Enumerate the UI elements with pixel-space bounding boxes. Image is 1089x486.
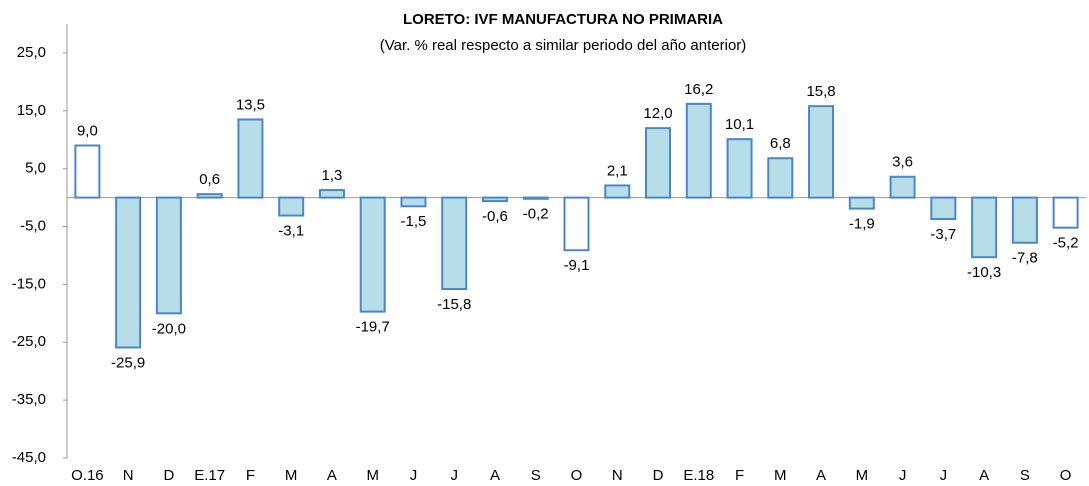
x-tick-label: D — [653, 467, 664, 484]
x-tick-label: O — [1060, 467, 1072, 484]
y-tick-label: -5,0 — [20, 218, 46, 235]
data-label: 15,8 — [806, 83, 835, 100]
data-label: 0,6 — [199, 171, 220, 188]
x-tick-label: M — [774, 467, 787, 484]
x-tick-label: J — [940, 467, 948, 484]
data-label: -1,9 — [849, 216, 875, 233]
bar — [359, 196, 386, 313]
data-label: -9,1 — [564, 257, 590, 274]
data-label: 1,3 — [322, 167, 343, 184]
bar — [604, 184, 631, 199]
y-tick-label: 25,0 — [17, 44, 46, 61]
x-tick-label: N — [123, 467, 134, 484]
bar — [115, 196, 142, 349]
x-tick-label: S — [531, 467, 541, 484]
data-label: 12,0 — [643, 105, 672, 122]
bar — [971, 196, 998, 259]
bar — [808, 105, 835, 199]
y-tick-label: -15,0 — [12, 275, 46, 292]
data-label: -3,1 — [278, 223, 304, 240]
y-tick-label: -35,0 — [12, 391, 46, 408]
data-label: 10,1 — [725, 116, 754, 133]
bar — [400, 196, 427, 208]
data-label: -3,7 — [930, 226, 956, 243]
bar — [685, 102, 712, 199]
chart-subtitle: (Var. % real respecto a similar periodo … — [380, 37, 747, 54]
data-label: -20,0 — [152, 320, 186, 337]
bar — [726, 138, 753, 199]
y-tick-label: -25,0 — [12, 333, 46, 350]
x-tick-label: A — [979, 467, 989, 484]
chart-title: LORETO: IVF MANUFACTURA NO PRIMARIA — [403, 11, 723, 28]
y-tick-label: -45,0 — [12, 449, 46, 466]
x-tick-label: S — [1020, 467, 1030, 484]
data-label: -10,3 — [967, 264, 1001, 281]
bar — [563, 196, 590, 252]
x-tick-label: O — [571, 467, 583, 484]
data-label: -1,5 — [401, 213, 427, 230]
x-tick-label: E.18 — [683, 467, 714, 484]
data-label: -25,9 — [111, 354, 145, 371]
x-tick-label: J — [410, 467, 418, 484]
bar — [645, 127, 672, 199]
x-tick-label: M — [856, 467, 869, 484]
x-tick-label: A — [816, 467, 826, 484]
y-tick-label: 15,0 — [17, 102, 46, 119]
data-label: -0,2 — [523, 206, 549, 223]
x-tick-label: M — [285, 467, 298, 484]
x-tick-label: F — [735, 467, 744, 484]
data-label: 16,2 — [684, 81, 713, 98]
data-label: 13,5 — [236, 96, 265, 113]
x-tick-label: E.17 — [194, 467, 225, 484]
bar — [278, 196, 305, 217]
data-label: 9,0 — [77, 122, 98, 139]
data-label: 3,6 — [892, 154, 913, 171]
data-label: -0,6 — [482, 208, 508, 225]
x-tick-label: D — [163, 467, 174, 484]
x-tick-label: O.16 — [71, 467, 104, 484]
bar — [522, 196, 549, 200]
data-label: 2,1 — [607, 162, 628, 179]
x-tick-label: A — [490, 467, 500, 484]
bar — [441, 196, 468, 291]
data-label: -15,8 — [437, 296, 471, 313]
data-label: 6,8 — [770, 135, 791, 152]
x-tick-label: J — [899, 467, 907, 484]
bar — [930, 196, 957, 221]
y-tick-label: 5,0 — [25, 160, 46, 177]
bar — [767, 157, 794, 199]
x-tick-label: J — [450, 467, 458, 484]
bar — [848, 196, 875, 210]
bar — [196, 193, 223, 199]
x-tick-label: A — [327, 467, 337, 484]
x-tick-label: M — [366, 467, 379, 484]
x-tick-label: N — [612, 467, 623, 484]
bar — [1011, 196, 1038, 244]
data-label: -19,7 — [356, 319, 390, 336]
bar — [318, 189, 345, 199]
data-label: -5,2 — [1053, 235, 1079, 252]
bar — [74, 144, 101, 199]
bar — [237, 118, 264, 199]
data-label: -7,8 — [1012, 250, 1038, 267]
bar — [155, 196, 182, 315]
bar — [1052, 196, 1079, 229]
bar — [481, 196, 508, 203]
x-tick-label: F — [246, 467, 255, 484]
bar — [889, 175, 916, 199]
